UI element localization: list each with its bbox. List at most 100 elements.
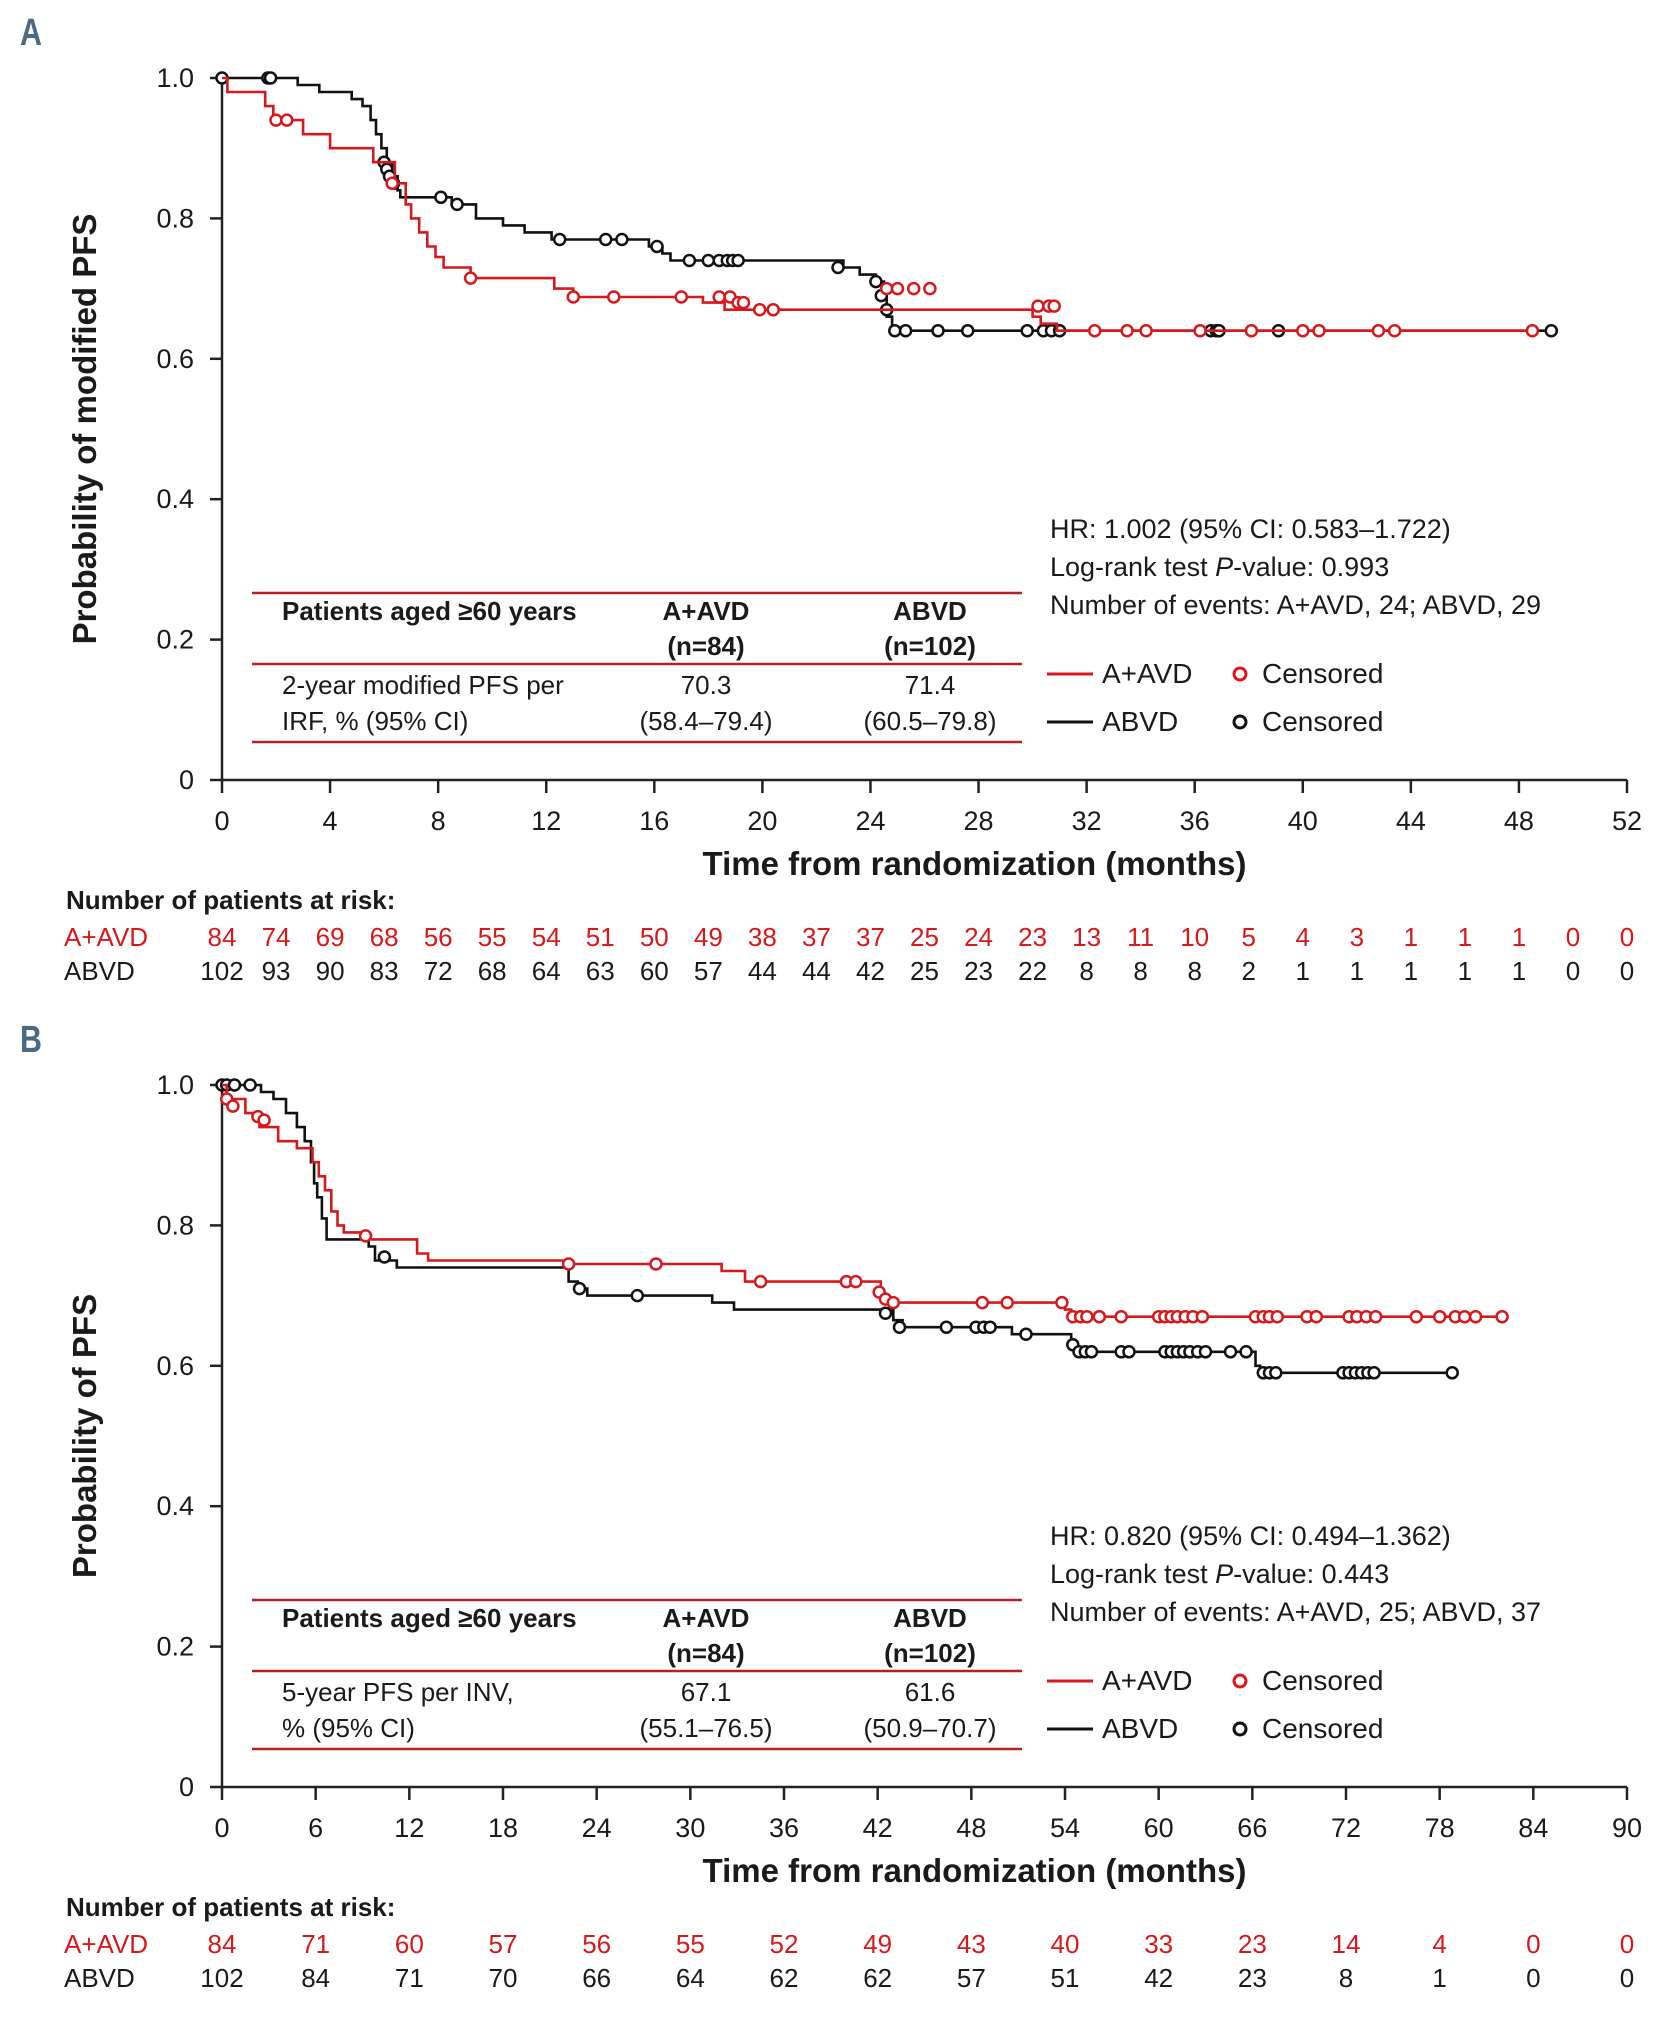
x-tick-label: 44 bbox=[1396, 806, 1426, 836]
censor-marker bbox=[931, 323, 945, 338]
risk-count-abvd: 62 bbox=[863, 1963, 892, 1993]
risk-count-abvd: 0 bbox=[1526, 1963, 1540, 1993]
risk-count-abvd: 2 bbox=[1241, 956, 1255, 986]
censor-marker bbox=[983, 1320, 997, 1334]
legend-censored-label: Censored bbox=[1262, 1713, 1383, 1744]
censor-marker bbox=[1309, 1309, 1324, 1324]
summary-table: Patients aged ≥60 years A+AVD ABVD (n=84) (n… bbox=[252, 591, 1022, 744]
risk-count-abvd: 51 bbox=[1051, 1963, 1080, 1993]
censor-marker bbox=[598, 232, 613, 247]
x-tick-label: 48 bbox=[956, 1813, 986, 1843]
table-header-abvd: ABVD bbox=[893, 596, 967, 626]
censor-marker bbox=[892, 1320, 907, 1334]
km-series-abvd bbox=[215, 1078, 1459, 1380]
table-header-label: Patients aged ≥60 years bbox=[282, 596, 577, 626]
censor-marker bbox=[1092, 1309, 1107, 1324]
censor-marker bbox=[878, 1306, 893, 1320]
risk-table: Number of patients at risk:A+AVDABVD8410… bbox=[64, 1892, 1634, 1993]
table-value-aavd: 67.1 bbox=[681, 1677, 732, 1707]
censor-marker bbox=[280, 113, 294, 127]
table-header-aavd: A+AVD bbox=[663, 596, 750, 626]
risk-count-aavd: 40 bbox=[1051, 1929, 1080, 1959]
censor-marker bbox=[1139, 323, 1153, 338]
censor-marker bbox=[674, 290, 689, 304]
panel-letter: B bbox=[20, 1019, 42, 1061]
censor-marker bbox=[269, 113, 283, 127]
logrank-suffix: -value: 0.993 bbox=[1233, 552, 1389, 582]
censor-marker bbox=[939, 1320, 954, 1334]
logrank-text: Log-rank test P-value: 0.443 bbox=[1050, 1559, 1389, 1589]
risk-count-abvd: 64 bbox=[676, 1963, 705, 1993]
censor-marker bbox=[263, 71, 278, 85]
x-tick-label: 12 bbox=[531, 806, 561, 836]
censor-marker bbox=[1432, 1309, 1447, 1324]
censor-marker bbox=[752, 302, 767, 317]
censor-marker bbox=[1084, 1345, 1099, 1359]
censor-marker bbox=[1269, 1366, 1283, 1380]
panel-letter: A bbox=[20, 12, 42, 54]
table-header-label: Patients aged ≥60 years bbox=[282, 1603, 577, 1633]
censor-marker bbox=[1457, 1309, 1472, 1324]
x-tick-label: 24 bbox=[855, 806, 885, 836]
risk-count-abvd: 90 bbox=[316, 956, 345, 986]
legend-censored-label: Censored bbox=[1262, 706, 1383, 737]
risk-count-abvd: 57 bbox=[694, 956, 723, 986]
risk-count-aavd: 37 bbox=[856, 922, 885, 952]
table-n-abvd: (n=102) bbox=[884, 631, 976, 661]
censor-marker bbox=[890, 281, 905, 296]
y-tick-label: 0 bbox=[179, 765, 194, 795]
censor-marker bbox=[906, 281, 921, 296]
censor-marker bbox=[849, 1274, 863, 1289]
legend-label-abvd: ABVD bbox=[1102, 706, 1178, 737]
logrank-p: P bbox=[1215, 1559, 1233, 1589]
stats-block: HR: 1.002 (95% CI: 0.583–1.722) Log-rank … bbox=[1050, 514, 1541, 620]
table-value-abvd: 61.6 bbox=[905, 1677, 956, 1707]
censor-marker bbox=[1080, 1309, 1094, 1324]
risk-count-aavd: 84 bbox=[208, 922, 237, 952]
y-tick-label: 0.2 bbox=[156, 625, 194, 655]
risk-count-abvd: 8 bbox=[1079, 956, 1093, 986]
x-tick-label: 72 bbox=[1331, 1813, 1361, 1843]
censor-marker bbox=[831, 260, 845, 275]
risk-count-aavd: 13 bbox=[1072, 922, 1101, 952]
risk-count-abvd: 42 bbox=[856, 956, 885, 986]
censor-marker bbox=[1525, 323, 1540, 338]
risk-count-aavd: 37 bbox=[802, 922, 831, 952]
risk-count-abvd: 66 bbox=[582, 1963, 611, 1993]
risk-count-aavd: 52 bbox=[770, 1929, 799, 1959]
x-tick-label: 66 bbox=[1237, 1813, 1267, 1843]
risk-count-aavd: 10 bbox=[1180, 922, 1209, 952]
x-tick-label: 40 bbox=[1288, 806, 1318, 836]
risk-count-aavd: 56 bbox=[582, 1929, 611, 1959]
logrank-prefix: Log-rank test bbox=[1050, 1559, 1215, 1589]
x-tick-label: 8 bbox=[431, 806, 446, 836]
censor-marker bbox=[1019, 1327, 1033, 1341]
risk-count-aavd: 55 bbox=[478, 922, 507, 952]
x-axis-title: Time from randomization (months) bbox=[703, 845, 1247, 882]
censor-marker bbox=[888, 323, 902, 338]
censor-marker bbox=[1445, 1366, 1459, 1380]
x-tick-label: 32 bbox=[1072, 806, 1102, 836]
risk-count-aavd: 33 bbox=[1144, 1929, 1173, 1959]
risk-count-abvd: 57 bbox=[957, 1963, 986, 1993]
risk-count-aavd: 84 bbox=[208, 1929, 237, 1959]
risk-count-aavd: 23 bbox=[1238, 1929, 1267, 1959]
censor-marker bbox=[1087, 323, 1102, 338]
risk-count-abvd: 102 bbox=[200, 1963, 243, 1993]
x-tick-label: 54 bbox=[1050, 1813, 1080, 1843]
risk-row-label-aavd: A+AVD bbox=[64, 1929, 148, 1959]
censor-marker bbox=[923, 281, 937, 296]
hazard-ratio-text: HR: 1.002 (95% CI: 0.583–1.722) bbox=[1050, 514, 1451, 544]
censor-marker bbox=[1409, 1309, 1424, 1324]
censor-marker bbox=[226, 1099, 240, 1113]
risk-count-abvd: 1 bbox=[1512, 956, 1526, 986]
censor-marker bbox=[385, 176, 399, 191]
risk-count-abvd: 0 bbox=[1620, 956, 1634, 986]
y-tick-label: 0.4 bbox=[156, 484, 194, 514]
risk-count-aavd: 60 bbox=[395, 1929, 424, 1959]
table-ci-aavd: (55.1–76.5) bbox=[640, 1713, 773, 1743]
risk-count-abvd: 23 bbox=[964, 956, 993, 986]
risk-row-label-abvd: ABVD bbox=[64, 1963, 135, 1993]
risk-count-aavd: 3 bbox=[1350, 922, 1364, 952]
censor-marker bbox=[552, 232, 567, 247]
